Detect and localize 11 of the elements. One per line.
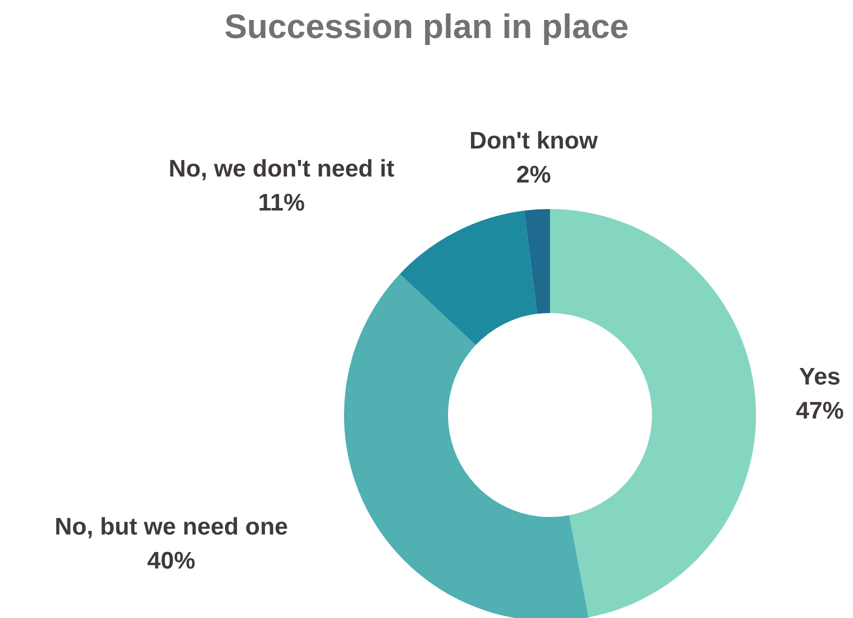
data-label: 2% bbox=[516, 162, 551, 189]
slice-label: Yes bbox=[799, 363, 841, 390]
data-label: 47% bbox=[796, 397, 844, 424]
donut-slice bbox=[400, 210, 538, 346]
data-label: 11% bbox=[258, 189, 305, 216]
slice-label: No, but we need one bbox=[54, 514, 288, 541]
chart-title: Succession plan in place bbox=[223, 8, 630, 47]
slice-label: Don't know bbox=[469, 128, 598, 155]
slice-label: No, we don't need it bbox=[168, 155, 394, 182]
data-label: 40% bbox=[147, 548, 196, 575]
donut-slice bbox=[524, 209, 550, 314]
